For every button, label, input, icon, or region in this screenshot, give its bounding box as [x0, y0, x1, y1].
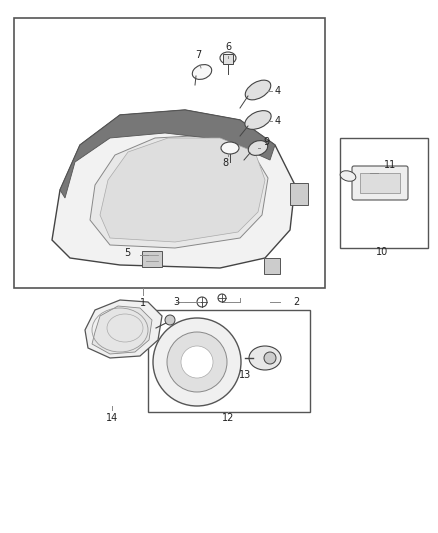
Polygon shape — [264, 258, 280, 274]
Ellipse shape — [340, 171, 356, 181]
Text: 13: 13 — [239, 370, 251, 380]
Circle shape — [165, 315, 175, 325]
Bar — [148, 310, 310, 412]
Circle shape — [167, 332, 227, 392]
Text: 8: 8 — [222, 158, 228, 168]
Bar — [142, 251, 162, 267]
Polygon shape — [52, 110, 295, 268]
Ellipse shape — [248, 141, 268, 156]
Polygon shape — [100, 138, 265, 242]
Text: 6: 6 — [225, 42, 231, 52]
Text: 7: 7 — [195, 50, 201, 60]
Ellipse shape — [245, 80, 271, 100]
Polygon shape — [90, 135, 268, 248]
Ellipse shape — [220, 52, 236, 64]
Ellipse shape — [192, 64, 212, 79]
Bar — [360, 173, 400, 193]
Text: 14: 14 — [106, 413, 118, 423]
Text: 10: 10 — [376, 247, 388, 257]
Ellipse shape — [249, 346, 281, 370]
Text: 1: 1 — [140, 298, 146, 308]
Polygon shape — [60, 110, 275, 198]
Ellipse shape — [221, 142, 239, 154]
Text: 9: 9 — [263, 137, 269, 147]
Circle shape — [153, 318, 241, 406]
Text: 12: 12 — [222, 413, 234, 423]
Circle shape — [264, 352, 276, 364]
FancyBboxPatch shape — [352, 166, 408, 200]
Bar — [223, 54, 233, 64]
Circle shape — [181, 346, 213, 378]
Ellipse shape — [245, 111, 271, 130]
Text: 5: 5 — [124, 248, 130, 258]
Polygon shape — [85, 300, 162, 358]
Bar — [14, 18, 325, 288]
Text: 11: 11 — [384, 160, 396, 170]
Text: 4: 4 — [275, 116, 281, 126]
Bar — [340, 138, 428, 248]
Text: 3: 3 — [173, 297, 179, 307]
Polygon shape — [92, 306, 152, 354]
Text: 4: 4 — [275, 86, 281, 96]
Text: 2: 2 — [293, 297, 299, 307]
Polygon shape — [290, 183, 308, 205]
